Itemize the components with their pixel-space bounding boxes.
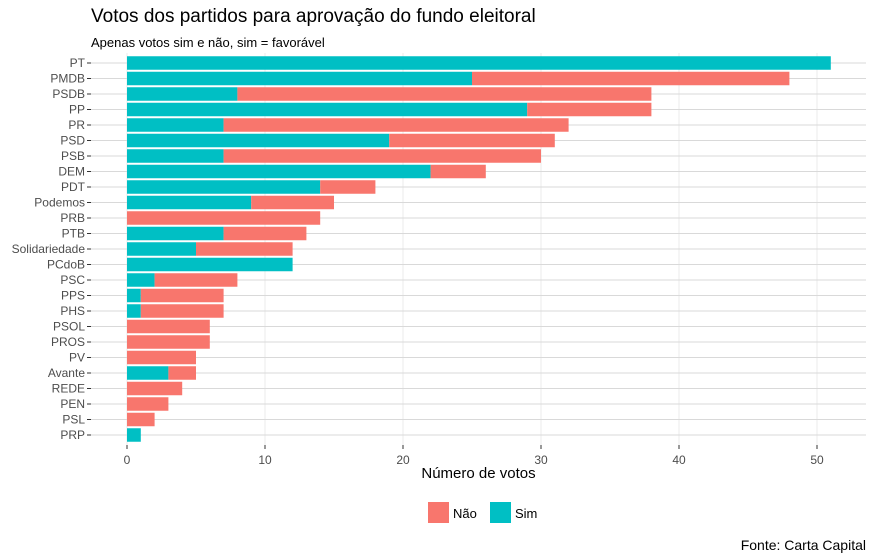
bar-nao-pdt — [320, 180, 376, 194]
legend-label: Não — [453, 506, 477, 521]
y-tick-label: Podemos — [34, 196, 85, 210]
y-tick-label: PRP — [60, 428, 85, 442]
bar-nao-psol — [127, 319, 210, 334]
y-tick-label: PP — [69, 103, 85, 117]
bar-sim-pcdob — [127, 257, 293, 272]
bar-nao-avante — [168, 366, 196, 380]
bar-nao-podemos — [251, 195, 334, 210]
bar-sim-podemos — [127, 195, 252, 210]
x-tick-label: 40 — [672, 453, 686, 467]
y-tick-label: PCdoB — [47, 258, 85, 272]
bar-nao-prb — [127, 211, 321, 225]
chart-subtitle: Apenas votos sim e não, sim = favorável — [91, 35, 325, 50]
y-tick-label: PR — [68, 118, 85, 132]
x-tick-label: 50 — [810, 453, 824, 467]
bar-sim-pp — [127, 102, 528, 117]
bar-nao-pr — [223, 118, 569, 132]
legend-label: Sim — [515, 506, 537, 521]
bar-nao-psc — [154, 273, 238, 287]
bar-nao-pen — [127, 397, 169, 411]
bar-nao-psl — [127, 412, 155, 427]
bar-sim-psd — [127, 133, 390, 148]
y-tick-label: PSL — [62, 413, 85, 427]
bar-nao-pp — [527, 102, 652, 117]
bar-sim-pt — [127, 56, 831, 70]
x-axis-title: Número de votos — [421, 465, 535, 482]
bar-nao-ptb — [223, 226, 307, 241]
y-tick-label: PRB — [60, 211, 85, 225]
bar-nao-dem — [430, 164, 486, 179]
legend-key-nao — [428, 502, 449, 523]
bar-nao-phs — [140, 304, 224, 318]
y-tick-label: PTB — [62, 227, 85, 241]
bar-sim-pdt — [127, 180, 321, 194]
bar-sim-psdb — [127, 87, 238, 101]
bar-nao-pmdb — [472, 71, 790, 86]
y-tick-label: Avante — [48, 366, 85, 380]
bar-sim-phs — [127, 304, 141, 318]
y-tick-label: PSD — [60, 134, 85, 148]
y-tick-label: PT — [70, 56, 86, 70]
bar-sim-solidariedade — [127, 242, 196, 256]
bar-sim-pmdb — [127, 71, 472, 86]
bar-nao-solidariedade — [196, 242, 293, 256]
y-tick-label: PSC — [60, 273, 85, 287]
y-tick-label: PROS — [51, 335, 85, 349]
y-tick-label: REDE — [52, 382, 85, 396]
y-tick-label: PDT — [61, 180, 86, 194]
bar-nao-pps — [140, 288, 224, 303]
y-tick-label: PPS — [61, 289, 85, 303]
bar-nao-rede — [127, 381, 183, 396]
bar-nao-psdb — [237, 87, 652, 101]
y-tick-label: PHS — [60, 304, 85, 318]
y-tick-label: PMDB — [50, 72, 85, 86]
bar-sim-prp — [127, 428, 141, 442]
x-tick-label: 0 — [124, 453, 131, 467]
x-tick-label: 10 — [258, 453, 272, 467]
y-tick-label: Solidariedade — [12, 242, 86, 256]
y-tick-label: PSB — [61, 149, 85, 163]
y-tick-label: PSDB — [52, 87, 85, 101]
bar-sim-psb — [127, 149, 224, 163]
bar-nao-psb — [223, 149, 541, 163]
y-tick-label: DEM — [58, 165, 85, 179]
bar-sim-dem — [127, 164, 431, 179]
bar-sim-ptb — [127, 226, 224, 241]
bar-sim-pr — [127, 118, 224, 132]
y-tick-label: PV — [69, 351, 85, 365]
x-tick-label: 20 — [396, 453, 410, 467]
chart-title: Votos dos partidos para aprovação do fun… — [91, 6, 536, 27]
y-tick-label: PSOL — [53, 320, 85, 334]
chart-caption: Fonte: Carta Capital — [740, 537, 866, 553]
bar-sim-avante — [127, 366, 169, 380]
bar-sim-psc — [127, 273, 155, 287]
bar-nao-pros — [127, 335, 210, 349]
x-tick-label: 30 — [534, 453, 548, 467]
legend-key-sim — [490, 502, 511, 523]
bar-sim-pps — [127, 288, 141, 303]
bar-nao-psd — [389, 133, 555, 148]
y-tick-label: PEN — [60, 397, 85, 411]
bar-nao-pv — [127, 350, 196, 365]
